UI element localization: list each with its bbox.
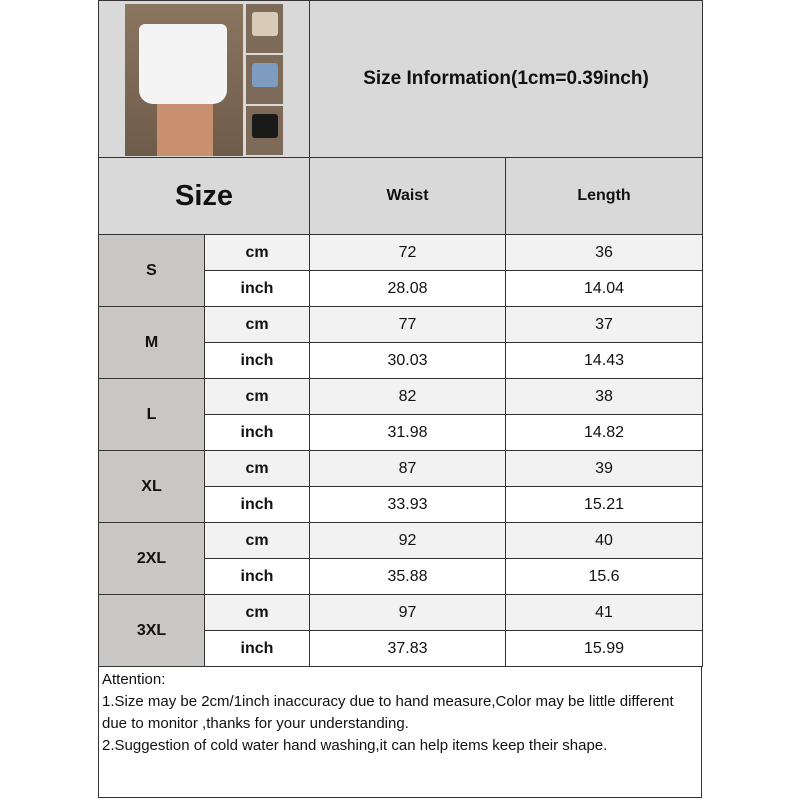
unit-label: inch: [204, 558, 310, 595]
unit-label: cm: [204, 450, 310, 487]
unit-label: cm: [204, 378, 310, 415]
length-value: 39: [504, 450, 704, 487]
length-value: 37: [504, 306, 704, 343]
unit-label: cm: [204, 522, 310, 559]
length-value: 14.04: [504, 270, 704, 307]
table-row: XL cm 87 39: [98, 450, 704, 523]
waist-value: 72: [309, 234, 506, 271]
size-table: Size Information(1cm=0.39inch) Size Wais…: [98, 0, 704, 667]
length-value: 15.6: [504, 558, 704, 595]
size-label: 3XL: [98, 594, 205, 667]
unit-label: inch: [204, 270, 310, 307]
product-photo: [125, 2, 283, 156]
size-label: S: [98, 234, 205, 307]
length-value: 41: [504, 594, 704, 631]
table-row: inch 37.83 15.99: [99, 630, 704, 667]
waist-value: 30.03: [309, 342, 506, 379]
unit-label: cm: [204, 306, 310, 343]
length-value: 14.82: [504, 414, 704, 451]
waist-value: 37.83: [309, 630, 506, 667]
unit-label: inch: [204, 414, 310, 451]
notes-heading: Attention:: [102, 671, 166, 688]
length-value: 14.43: [504, 342, 704, 379]
attention-notes: Attention: 1.Size may be 2cm/1inch inacc…: [102, 669, 701, 757]
waist-value: 28.08: [309, 270, 506, 307]
waist-value: 92: [309, 522, 506, 559]
table-row: inch 35.88 15.6: [99, 558, 704, 595]
waist-header: Waist: [309, 157, 506, 235]
size-label: 2XL: [98, 522, 205, 595]
size-label: L: [98, 378, 205, 451]
length-value: 36: [504, 234, 704, 271]
size-label: XL: [98, 450, 205, 523]
waist-value: 33.93: [309, 486, 506, 523]
product-image-cell: [98, 0, 310, 158]
waist-value: 35.88: [309, 558, 506, 595]
length-value: 38: [504, 378, 704, 415]
waist-value: 77: [309, 306, 506, 343]
note-2: 2.Suggestion of cold water hand washing,…: [102, 737, 608, 754]
note-1: 1.Size may be 2cm/1inch inaccuracy due t…: [102, 693, 674, 732]
length-value: 15.21: [504, 486, 704, 523]
length-value: 40: [504, 522, 704, 559]
table-row: inch 28.08 14.04: [99, 270, 704, 307]
unit-label: inch: [204, 342, 310, 379]
size-chart: Size Information(1cm=0.39inch) Size Wais…: [98, 0, 704, 798]
chart-title: Size Information(1cm=0.39inch): [308, 0, 704, 158]
length-header: Length: [504, 157, 704, 235]
unit-label: inch: [204, 630, 310, 667]
size-header: Size: [98, 157, 310, 235]
length-value: 15.99: [504, 630, 704, 667]
table-row: inch 30.03 14.43: [99, 342, 704, 379]
table-row: 3XL cm 97 41: [98, 594, 704, 667]
table-row: 2XL cm 92 40: [98, 522, 704, 595]
unit-label: inch: [204, 486, 310, 523]
unit-label: cm: [204, 234, 310, 271]
table-row: inch 33.93 15.21: [99, 486, 704, 523]
waist-value: 31.98: [309, 414, 506, 451]
waist-value: 97: [309, 594, 506, 631]
table-row: inch 31.98 14.82: [99, 414, 704, 451]
size-label: M: [98, 306, 205, 379]
unit-label: cm: [204, 594, 310, 631]
waist-value: 87: [309, 450, 506, 487]
waist-value: 82: [309, 378, 506, 415]
